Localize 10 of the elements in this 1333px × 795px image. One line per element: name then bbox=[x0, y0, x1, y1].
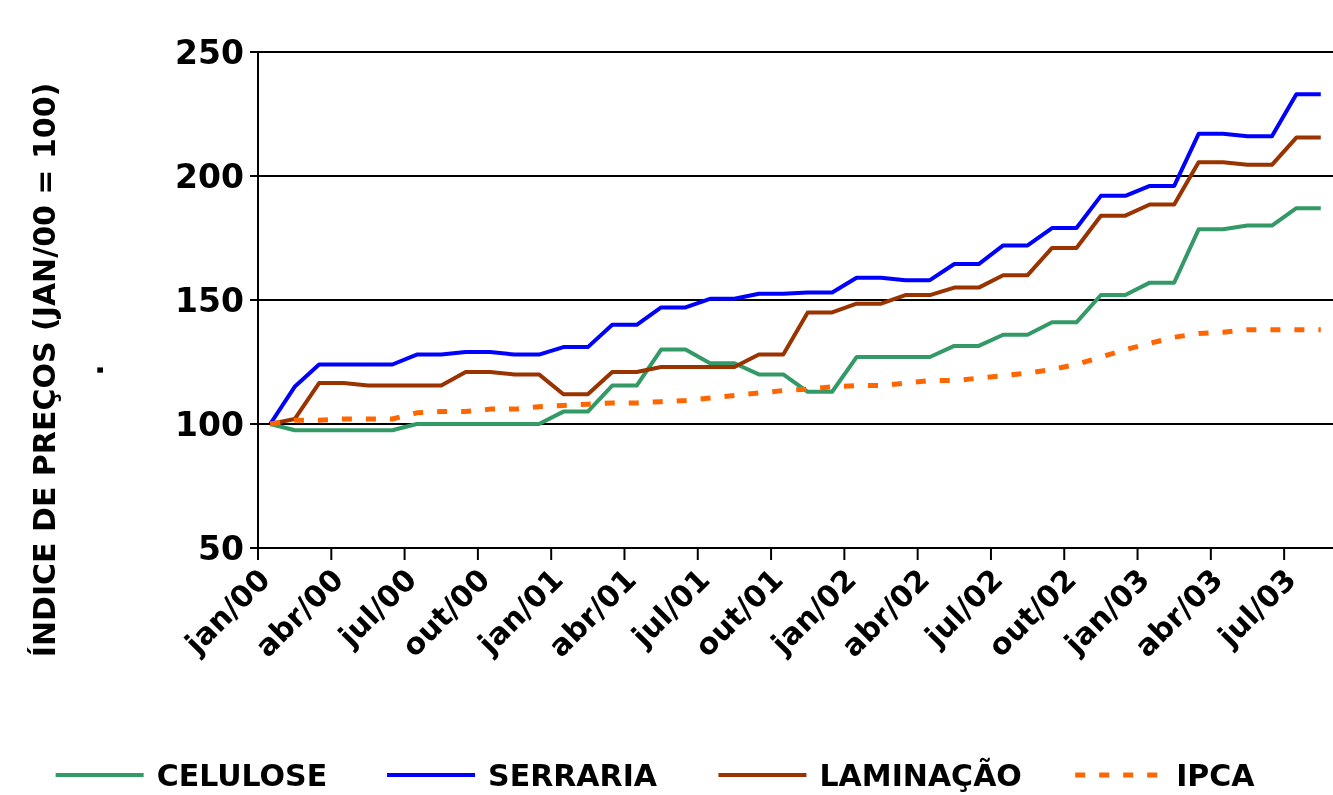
y-axis-title: ÍNDICE DE PREÇOS (JAN/00 = 100) . bbox=[26, 82, 110, 658]
legend-label: LAMINAÇÃO bbox=[819, 756, 1022, 793]
legend-label: SERRARIA bbox=[488, 757, 658, 793]
legend-label: IPCA bbox=[1176, 757, 1256, 793]
legend-label: CELULOSE bbox=[156, 757, 328, 793]
y-tick-label: 100 bbox=[175, 404, 244, 444]
y-tick-label: 150 bbox=[175, 280, 244, 320]
y-tick-label: 50 bbox=[198, 528, 244, 568]
y-tick-label: 200 bbox=[175, 156, 244, 196]
y-tick-label: 250 bbox=[175, 32, 244, 72]
